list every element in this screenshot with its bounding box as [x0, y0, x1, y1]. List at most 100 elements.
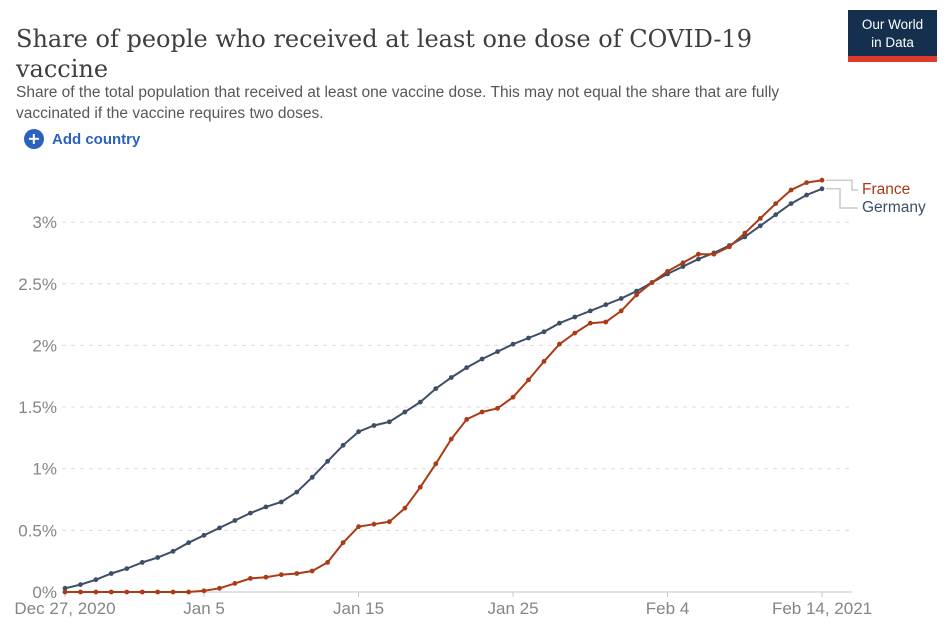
data-point-germany[interactable] [402, 409, 408, 415]
data-point-germany[interactable] [757, 223, 763, 229]
data-point-germany[interactable] [371, 423, 377, 428]
data-point-germany[interactable] [263, 504, 269, 510]
series-line-france[interactable] [65, 179, 823, 593]
data-point-france[interactable] [309, 568, 315, 574]
data-point-germany[interactable] [78, 582, 83, 587]
data-point-france[interactable] [217, 585, 222, 591]
data-point-germany[interactable] [201, 532, 207, 538]
data-point-france[interactable] [232, 581, 238, 586]
data-point-germany[interactable] [634, 288, 639, 294]
data-point-france[interactable] [186, 589, 192, 595]
data-point-france[interactable] [510, 394, 516, 400]
data-point-france[interactable] [711, 251, 717, 257]
data-point-germany[interactable] [433, 386, 439, 391]
data-point-france[interactable] [78, 589, 83, 595]
data-point-germany[interactable] [186, 540, 192, 546]
data-point-germany[interactable] [309, 474, 315, 480]
data-point-germany[interactable] [294, 489, 300, 495]
data-point-france[interactable] [495, 405, 500, 411]
legend-item-germany[interactable]: Germany [862, 199, 926, 216]
data-point-france[interactable] [526, 377, 531, 383]
data-point-germany[interactable] [448, 375, 454, 380]
data-point-france[interactable] [356, 524, 361, 530]
data-point-germany[interactable] [510, 341, 516, 347]
data-point-france[interactable] [371, 521, 377, 527]
data-point-france[interactable] [757, 216, 763, 221]
owid-logo[interactable]: Our World in Data [848, 10, 937, 63]
data-point-germany[interactable] [108, 571, 114, 576]
data-point-germany[interactable] [464, 365, 470, 370]
data-point-france[interactable] [680, 260, 686, 266]
data-point-france[interactable] [263, 574, 269, 580]
data-point-france[interactable] [788, 187, 794, 193]
data-point-france[interactable] [402, 505, 408, 511]
data-point-france[interactable] [325, 560, 330, 565]
data-point-france[interactable] [696, 251, 701, 257]
data-point-germany[interactable] [773, 212, 779, 218]
data-point-germany[interactable] [603, 302, 609, 308]
data-point-germany[interactable] [340, 442, 346, 448]
data-point-germany[interactable] [819, 186, 825, 192]
data-point-germany[interactable] [541, 329, 547, 335]
data-point-france[interactable] [278, 572, 284, 578]
data-point-france[interactable] [387, 519, 392, 525]
legend-item-france[interactable]: France [862, 181, 911, 198]
data-point-france[interactable] [139, 589, 145, 595]
data-point-france[interactable] [417, 484, 423, 490]
data-point-france[interactable] [634, 292, 639, 298]
data-point-france[interactable] [727, 244, 732, 250]
series-line-germany[interactable] [64, 187, 823, 590]
data-point-france[interactable] [93, 589, 99, 595]
data-point-germany[interactable] [587, 308, 593, 314]
data-point-germany[interactable] [217, 525, 222, 531]
data-point-france[interactable] [464, 417, 470, 422]
data-point-france[interactable] [248, 576, 253, 581]
data-point-germany[interactable] [356, 429, 361, 435]
add-country-button[interactable]: Add country [24, 129, 140, 149]
data-point-france[interactable] [742, 230, 748, 236]
data-point-france[interactable] [587, 320, 593, 326]
data-point-france[interactable] [618, 308, 624, 314]
data-point-france[interactable] [572, 330, 578, 336]
data-point-germany[interactable] [155, 555, 161, 560]
data-point-france[interactable] [819, 177, 825, 183]
data-point-germany[interactable] [742, 234, 748, 240]
data-point-germany[interactable] [804, 192, 809, 198]
data-point-france[interactable] [201, 588, 207, 594]
data-point-france[interactable] [557, 341, 562, 347]
data-point-france[interactable] [108, 589, 114, 595]
data-point-france[interactable] [294, 571, 300, 576]
data-point-germany[interactable] [387, 419, 392, 425]
data-point-germany[interactable] [170, 548, 176, 554]
data-point-germany[interactable] [139, 560, 145, 565]
data-point-germany[interactable] [526, 335, 531, 341]
data-point-france[interactable] [62, 589, 68, 595]
data-point-germany[interactable] [557, 320, 562, 326]
data-point-germany[interactable] [417, 399, 423, 405]
data-point-germany[interactable] [680, 264, 686, 269]
data-point-germany[interactable] [62, 585, 68, 591]
data-point-france[interactable] [170, 589, 176, 595]
data-point-france[interactable] [155, 589, 161, 595]
data-point-france[interactable] [773, 201, 779, 207]
data-point-france[interactable] [603, 319, 609, 325]
data-point-france[interactable] [541, 359, 547, 364]
data-point-france[interactable] [804, 180, 809, 186]
data-point-germany[interactable] [788, 201, 794, 207]
data-point-germany[interactable] [248, 510, 253, 516]
data-point-germany[interactable] [278, 499, 284, 505]
data-point-germany[interactable] [495, 349, 500, 354]
data-point-germany[interactable] [479, 356, 485, 362]
data-point-france[interactable] [433, 461, 439, 467]
data-point-france[interactable] [479, 409, 485, 415]
data-point-germany[interactable] [696, 256, 701, 262]
data-point-germany[interactable] [232, 518, 238, 523]
data-point-france[interactable] [448, 436, 454, 442]
data-point-germany[interactable] [618, 296, 624, 301]
data-point-germany[interactable] [93, 577, 99, 583]
data-point-france[interactable] [665, 269, 670, 274]
data-point-france[interactable] [340, 540, 346, 546]
data-point-france[interactable] [649, 280, 655, 285]
data-point-germany[interactable] [124, 566, 130, 571]
